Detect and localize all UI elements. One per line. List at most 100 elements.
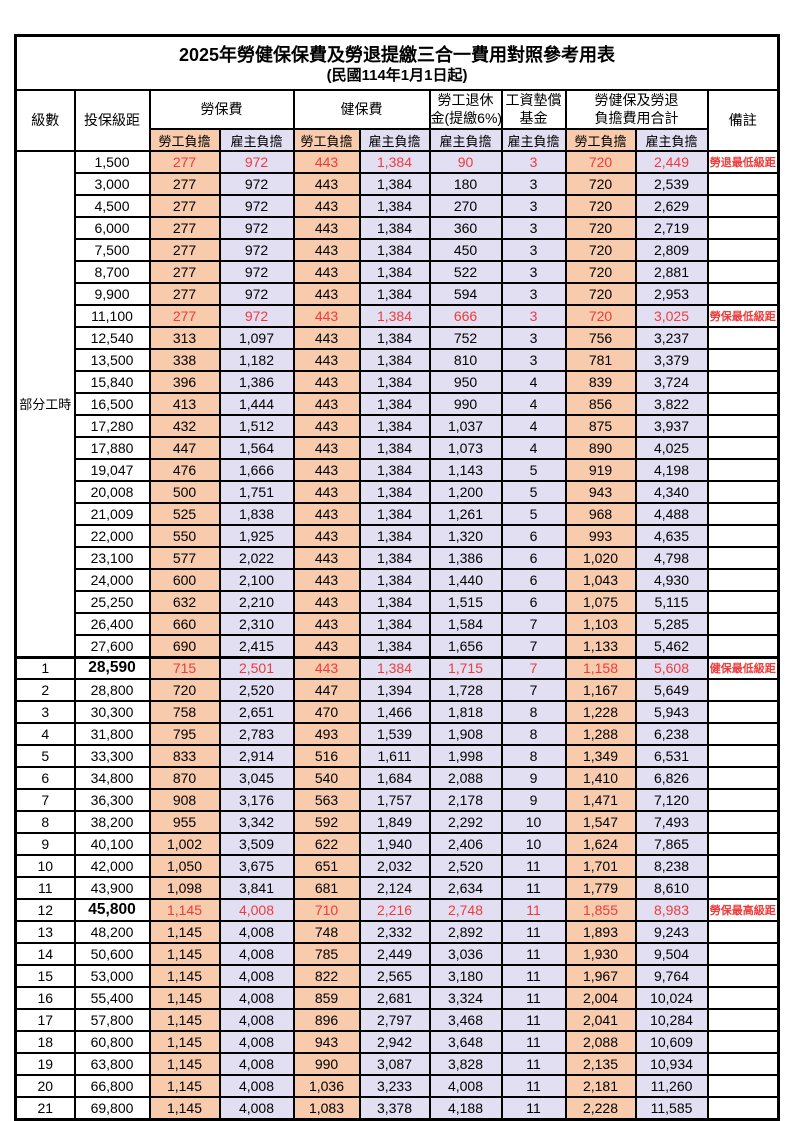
wage-fund-employer-cell: 11 (500, 1096, 567, 1120)
total-employer-cell: 4,635 (634, 524, 709, 548)
health-employee-cell: 443 (292, 436, 361, 460)
salary-bracket-cell: 22,000 (73, 524, 151, 548)
table-row: 1 28,590 715 2,501 443 1,384 1,715 7 1,158 5,608 健… (14, 655, 780, 680)
wage-fund-employer-cell: 4 (500, 436, 567, 460)
level-cell: 20 (14, 1074, 76, 1098)
health-employer-cell: 1,384 (358, 590, 431, 614)
table-row: 3 30,300 758 2,651 470 1,466 1,818 8 1,228 5,943 (14, 700, 780, 724)
wage-fund-employer-cell: 7 (500, 678, 567, 702)
labor-employer-cell: 4,008 (218, 1052, 295, 1076)
health-employee-cell: 443 (292, 304, 361, 328)
health-employee-cell: 822 (292, 964, 361, 988)
remark-cell: 健保最低級距 (706, 655, 780, 680)
col-header-total: 勞健保及勞退 負擔費用合計 (564, 89, 709, 130)
remark-cell (706, 546, 780, 570)
wage-fund-employer-cell: 3 (500, 194, 567, 218)
total-employee-cell: 720 (564, 260, 637, 284)
remark-cell (706, 172, 780, 196)
total-employer-cell: 7,120 (634, 788, 709, 812)
health-employer-cell: 1,384 (358, 172, 431, 196)
pension-employer-cell: 1,037 (428, 414, 503, 438)
labor-employer-cell: 1,751 (218, 480, 295, 504)
labor-employee-cell: 690 (148, 634, 221, 658)
health-employee-cell: 990 (292, 1052, 361, 1076)
health-employee-cell: 443 (292, 370, 361, 394)
labor-employer-cell: 1,097 (218, 326, 295, 350)
pension-employer-cell: 1,515 (428, 590, 503, 614)
col-header-level: 級數 (14, 89, 76, 152)
labor-employee-cell: 758 (148, 700, 221, 724)
total-employer-cell: 11,260 (634, 1074, 709, 1098)
health-employee-cell: 443 (292, 216, 361, 240)
labor-employer-cell: 1,512 (218, 414, 295, 438)
labor-employer-cell: 4,008 (218, 964, 295, 988)
table-row: 13 48,200 1,145 4,008 748 2,332 2,892 11 1,893 9,… (14, 920, 780, 944)
level-cell: 16 (14, 986, 76, 1010)
subheader-health-employee: 勞工負擔 (292, 128, 361, 152)
total-employee-cell: 839 (564, 370, 637, 394)
labor-employee-cell: 1,145 (148, 898, 221, 922)
pension-employer-cell: 270 (428, 194, 503, 218)
wage-fund-header-line1: 工資墊償 (505, 92, 562, 108)
labor-employee-cell: 413 (148, 392, 221, 416)
table-row: 12,540 313 1,097 443 1,384 752 3 756 3,237 (16, 326, 780, 350)
health-employee-cell: 592 (292, 810, 361, 834)
remark-cell (706, 810, 780, 834)
health-employee-cell: 443 (292, 326, 361, 350)
total-employee-cell: 1,967 (564, 964, 637, 988)
health-employer-cell: 1,384 (358, 282, 431, 306)
level-cell: 15 (14, 964, 76, 988)
health-employer-cell: 3,233 (358, 1074, 431, 1098)
health-employee-cell: 443 (292, 458, 361, 482)
health-employer-cell: 1,384 (358, 216, 431, 240)
health-employee-cell: 443 (292, 590, 361, 614)
level-cell: 3 (14, 700, 76, 724)
labor-employer-cell: 972 (218, 238, 295, 262)
labor-employer-cell: 3,675 (218, 854, 295, 878)
labor-employee-cell: 338 (148, 348, 221, 372)
table-row: 7 36,300 908 3,176 563 1,757 2,178 9 1,471 7,120 (14, 788, 780, 812)
health-employee-cell: 651 (292, 854, 361, 878)
total-employer-cell: 3,379 (634, 348, 709, 372)
labor-employer-cell: 2,310 (218, 612, 295, 636)
page-title: 2025年勞健保保費及勞退提繳三合一費用對照參考用表 (179, 44, 616, 65)
remark-cell (706, 788, 780, 812)
total-employee-cell: 1,893 (564, 920, 637, 944)
pension-employer-cell: 1,200 (428, 480, 503, 504)
salary-bracket-cell: 48,200 (73, 920, 151, 944)
remark-cell (706, 392, 780, 416)
labor-employer-cell: 2,501 (218, 655, 295, 680)
total-employer-cell: 3,822 (634, 392, 709, 416)
total-employee-cell: 1,701 (564, 854, 637, 878)
total-employer-cell: 2,719 (634, 216, 709, 240)
remark-cell (706, 502, 780, 526)
remark-cell (706, 1008, 780, 1032)
remark-cell (706, 238, 780, 262)
labor-employee-cell: 660 (148, 612, 221, 636)
wage-fund-employer-cell: 11 (500, 1008, 567, 1032)
wage-fund-employer-cell: 10 (500, 810, 567, 834)
labor-employee-cell: 715 (148, 655, 221, 680)
pension-employer-cell: 1,440 (428, 568, 503, 592)
total-employer-cell: 5,115 (634, 590, 709, 614)
salary-bracket-cell: 33,300 (73, 744, 151, 768)
table-row: 19,047 476 1,666 443 1,384 1,143 5 919 4,198 (16, 458, 780, 482)
health-employer-cell: 1,684 (358, 766, 431, 790)
table-row: 9,900 277 972 443 1,384 594 3 720 2,953 (16, 282, 780, 306)
labor-employer-cell: 1,444 (218, 392, 295, 416)
labor-employee-cell: 1,145 (148, 942, 221, 966)
salary-bracket-cell: 3,000 (73, 172, 151, 196)
table-row: 16 55,400 1,145 4,008 859 2,681 3,324 11 2,004 10… (14, 986, 780, 1010)
wage-fund-employer-cell: 7 (500, 634, 567, 658)
col-header-labor-insurance: 勞保費 (148, 89, 295, 130)
remark-cell (706, 568, 780, 592)
table-row: 4,500 277 972 443 1,384 270 3 720 2,629 (16, 194, 780, 218)
total-employer-cell: 3,937 (634, 414, 709, 438)
total-employee-cell: 720 (564, 238, 637, 262)
salary-bracket-cell: 27,600 (73, 634, 151, 658)
total-employee-cell: 720 (564, 304, 637, 328)
wage-fund-employer-cell: 6 (500, 546, 567, 570)
wage-fund-employer-cell: 3 (500, 238, 567, 262)
remark-cell (706, 722, 780, 746)
labor-employee-cell: 277 (148, 172, 221, 196)
